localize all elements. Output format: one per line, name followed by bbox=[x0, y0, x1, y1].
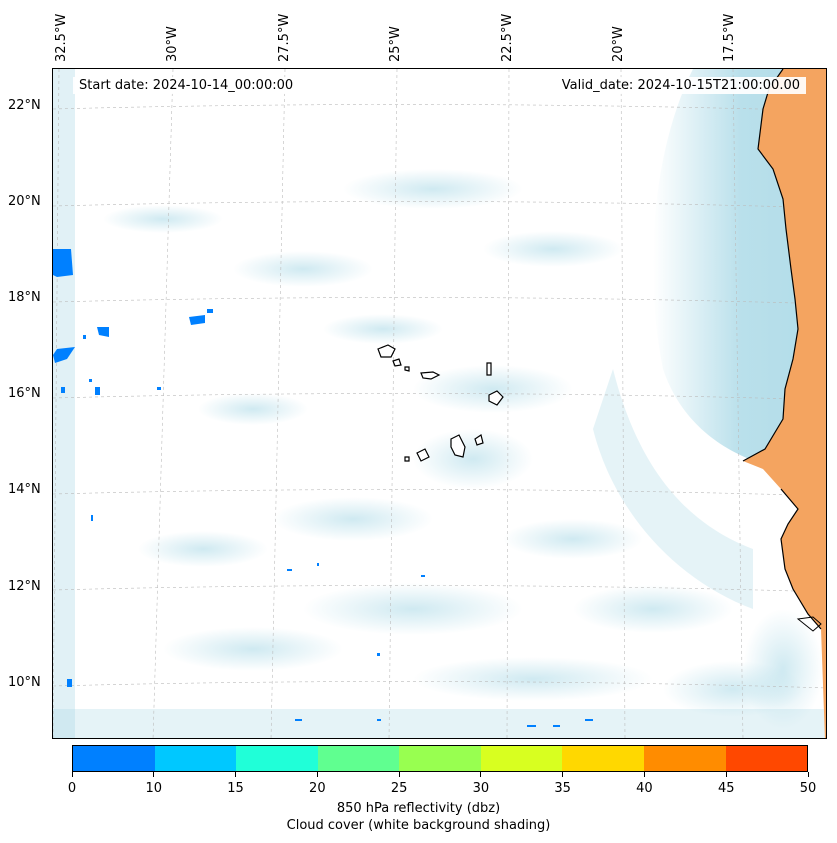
lat-label-16n: 16°N bbox=[8, 386, 41, 401]
colorbar-tick-mark bbox=[153, 772, 155, 777]
valid-date-label: Valid_date: 2024-10-15T21:00:00.00 bbox=[555, 77, 806, 94]
colorbar-tick-mark bbox=[725, 772, 727, 777]
colorbar-segment bbox=[480, 746, 563, 771]
colorbar-tick-mark bbox=[398, 772, 400, 777]
lat-label-14n: 14°N bbox=[8, 482, 41, 497]
map-panel[interactable]: Start date: 2024-10-14_00:00:00 Valid_da… bbox=[52, 68, 827, 739]
colorbar-segment bbox=[317, 746, 400, 771]
colorbar-segment bbox=[643, 746, 726, 771]
colorbar-segment bbox=[562, 746, 644, 771]
lon-label-32-5w: 32.5°W bbox=[54, 13, 69, 62]
colorbar-tick-mark bbox=[316, 772, 318, 777]
colorbar-segment bbox=[73, 746, 155, 771]
colorbar-segment bbox=[236, 746, 318, 771]
africa-landmass bbox=[742, 69, 826, 738]
start-date-label: Start date: 2024-10-14_00:00:00 bbox=[73, 77, 300, 94]
colorbar-segment bbox=[725, 746, 808, 771]
colorbar-tick-label: 15 bbox=[227, 781, 244, 796]
colorbar-tick-label: 50 bbox=[799, 781, 817, 796]
colorbar-tick-mark bbox=[480, 772, 482, 777]
lon-label-27-5w: 27.5°W bbox=[277, 13, 292, 62]
cloud-cover-layer bbox=[53, 69, 826, 738]
colorbar-tick-label: 25 bbox=[390, 781, 408, 796]
colorbar-tick-label: 20 bbox=[309, 781, 326, 796]
lat-label-22n: 22°N bbox=[8, 98, 41, 113]
lat-label-18n: 18°N bbox=[8, 290, 41, 305]
colorbar-tick-label: 0 bbox=[67, 781, 77, 796]
colorbar-tick-label: 10 bbox=[145, 781, 163, 796]
graticule bbox=[53, 69, 826, 738]
lon-label-30w: 30°W bbox=[165, 26, 180, 62]
reflectivity-layer bbox=[53, 249, 593, 727]
reflectivity-colorbar bbox=[72, 745, 808, 772]
colorbar-tick-label: 30 bbox=[472, 781, 490, 796]
colorbar-tick-label: 45 bbox=[717, 781, 735, 796]
colorbar-label-reflectivity: 850 hPa reflectivity (dbz) bbox=[336, 801, 501, 816]
colorbar-tick-mark bbox=[643, 772, 645, 777]
cape-verde-islands bbox=[377, 344, 504, 462]
colorbar-tick-mark bbox=[71, 772, 73, 777]
lon-label-17-5w: 17.5°W bbox=[722, 13, 737, 62]
colorbar-tick-mark bbox=[562, 772, 564, 777]
lat-label-12n: 12°N bbox=[8, 579, 41, 594]
colorbar-tick-label: 40 bbox=[636, 781, 653, 796]
colorbar-segment bbox=[399, 746, 481, 771]
lat-label-20n: 20°N bbox=[8, 194, 41, 209]
colorbar-label-cloud-cover: Cloud cover (white background shading) bbox=[286, 818, 551, 833]
colorbar-segment bbox=[154, 746, 237, 771]
lon-label-20w: 20°W bbox=[611, 26, 626, 62]
lon-label-25w: 25°W bbox=[388, 26, 403, 62]
colorbar-tick-mark bbox=[235, 772, 237, 777]
colorbar-tick-label: 35 bbox=[554, 781, 571, 796]
map-canvas bbox=[53, 69, 826, 738]
lat-label-10n: 10°N bbox=[8, 675, 41, 690]
colorbar-tick-mark bbox=[807, 772, 809, 777]
lon-label-22-5w: 22.5°W bbox=[500, 13, 515, 62]
